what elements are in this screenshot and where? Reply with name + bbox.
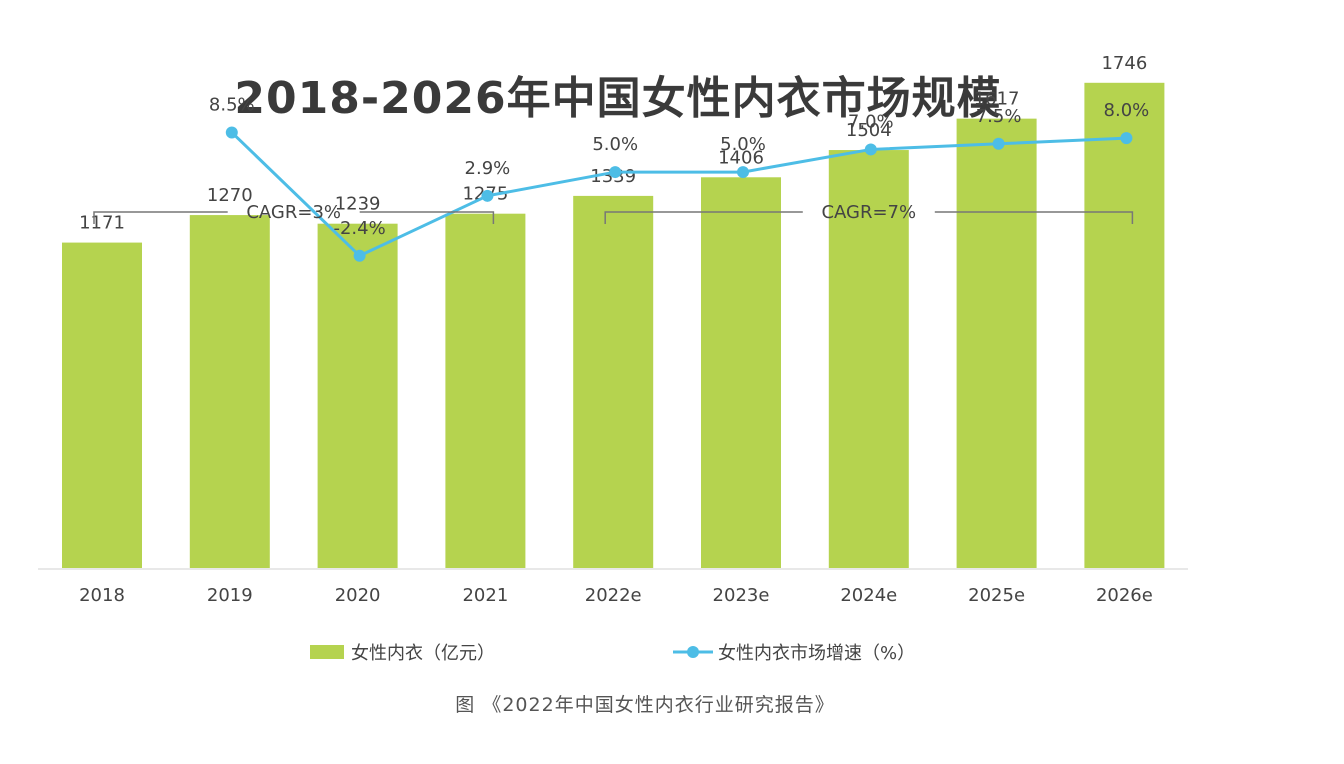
- bar-value-label: 1406: [718, 147, 764, 168]
- growth-point-2025e: [992, 137, 1005, 150]
- bar-2026e: [1084, 82, 1165, 569]
- legend-bar-swatch: [310, 645, 344, 659]
- growth-point-2021: [481, 189, 494, 202]
- growth-value-label: 5.0%: [592, 134, 638, 155]
- x-tick-label: 2021: [462, 585, 508, 606]
- growth-value-label: 2.9%: [465, 158, 511, 179]
- cagr-label: CAGR=7%: [821, 202, 916, 223]
- cagr-bracket-right: [359, 211, 495, 224]
- x-tick-label: 2025e: [968, 585, 1025, 606]
- x-tick-label: 2024e: [840, 585, 897, 606]
- x-tick-label: 2026e: [1096, 585, 1153, 606]
- bar-value-label: 1617: [974, 89, 1020, 110]
- bar-2020: [317, 223, 398, 568]
- cagr-label: CAGR=3%: [246, 202, 341, 223]
- x-tick-label: 2022e: [585, 585, 642, 606]
- growth-point-2019: [225, 126, 238, 139]
- growth-point-2026e: [1120, 132, 1133, 145]
- bar-value-label: 1239: [335, 194, 381, 215]
- bar-value-label: 1746: [1101, 53, 1147, 74]
- bar-2025e: [956, 118, 1037, 568]
- bar-2019: [189, 215, 270, 569]
- bar-2021: [445, 213, 526, 568]
- x-tick-label: 2019: [207, 585, 253, 606]
- growth-point-2023e: [737, 166, 749, 179]
- growth-line: [230, 131, 1127, 258]
- x-tick-label: 2020: [335, 585, 381, 606]
- bar-2024e: [828, 150, 909, 568]
- growth-point-2020: [353, 249, 366, 262]
- bar-2023e: [701, 177, 781, 568]
- bar-value-label: 1270: [207, 185, 253, 206]
- growth-value-label: 8.0%: [1104, 100, 1150, 121]
- growth-value-label: 7.5%: [976, 106, 1022, 127]
- growth-point-2022e: [609, 166, 622, 179]
- growth-value-label: 8.5%: [209, 94, 255, 115]
- bar-2022e: [573, 195, 654, 569]
- growth-value-label: -2.4%: [333, 218, 385, 239]
- cagr-bracket-left: [93, 211, 228, 224]
- legend-bar-label: 女性内衣（亿元）: [351, 643, 495, 664]
- growth-value-label: 5.0%: [720, 134, 766, 155]
- x-tick-label: 2018: [79, 585, 125, 606]
- bar-2018: [62, 242, 142, 568]
- growth-point-2024e: [864, 143, 877, 156]
- legend-line-label: 女性内衣市场增速（%）: [718, 643, 915, 664]
- cagr-bracket-left: [604, 211, 803, 224]
- x-tick-label: 2023e: [713, 585, 770, 606]
- chart-title: 2018-2026年中国女性内衣市场规模: [234, 73, 1002, 124]
- legend-line-marker: [687, 646, 699, 658]
- growth-value-label: 7.0%: [848, 111, 894, 132]
- cagr-bracket-right: [934, 211, 1134, 224]
- bar-value-label: 1171: [79, 213, 125, 234]
- bar-value-label: 1504: [846, 120, 892, 141]
- figure-caption: 图 《2022年中国女性内衣行业研究报告》: [455, 694, 835, 716]
